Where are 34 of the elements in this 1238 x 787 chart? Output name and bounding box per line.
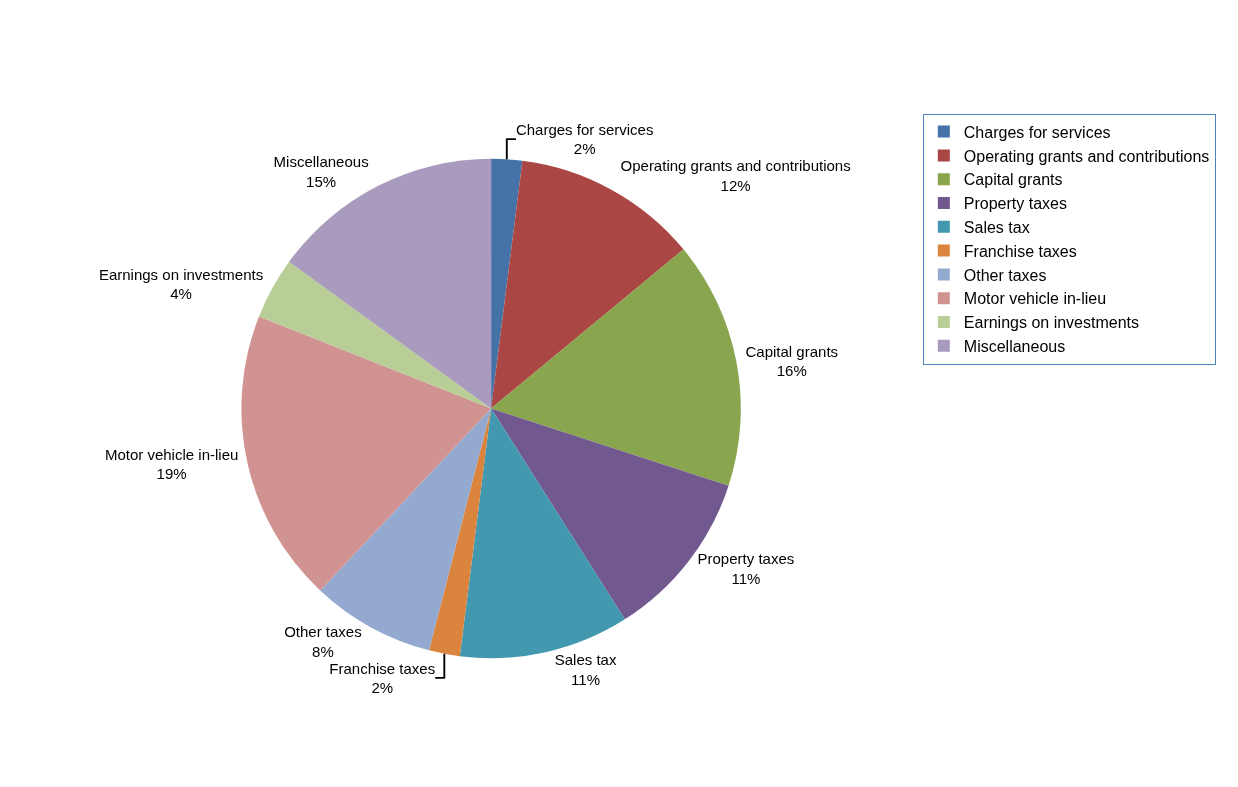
- legend-label: Other taxes: [963, 266, 1047, 284]
- slice-label: Sales tax: [554, 651, 617, 669]
- data-label: 11%: [571, 670, 601, 688]
- slice-label: Charges for services: [515, 120, 654, 138]
- data-label: 19%: [156, 465, 187, 483]
- data-label: 4%: [170, 285, 192, 303]
- data-label: 2%: [371, 679, 394, 697]
- data-label: 8%: [312, 642, 334, 660]
- legend-label: Earnings on investments: [963, 314, 1140, 332]
- slice-label: Franchise taxes: [329, 659, 436, 677]
- slice-label: Capital grants: [745, 342, 839, 360]
- slice-label: Earnings on investments: [98, 265, 264, 283]
- legend-label: Franchise taxes: [963, 242, 1077, 260]
- data-label: 12%: [720, 176, 751, 194]
- slice-label: Miscellaneous: [273, 153, 369, 171]
- pie-slice: [429, 408, 492, 657]
- pie-slice: [241, 316, 492, 591]
- data-label: 16%: [776, 362, 807, 380]
- legend-label: Miscellaneous: [963, 338, 1066, 356]
- data-label: 2%: [573, 140, 596, 158]
- legend-label: Sales tax: [963, 219, 1030, 237]
- legend-label: Operating grants and contributions: [963, 147, 1210, 165]
- slice-label: Property taxes: [697, 550, 795, 568]
- data-label: 11%: [731, 569, 761, 587]
- legend-label: Property taxes: [963, 195, 1067, 213]
- legend-label: Charges for services: [963, 123, 1111, 141]
- data-label: 15%: [306, 172, 337, 190]
- legend-label: Motor vehicle in-lieu: [963, 290, 1107, 308]
- pie-slice: [491, 160, 684, 409]
- legend-label: Capital grants: [963, 171, 1063, 189]
- pie-slice: [491, 249, 741, 486]
- slice-label: Operating grants and contributions: [620, 157, 851, 175]
- slice-label: Other taxes: [284, 623, 362, 641]
- slice-label: Motor vehicle in-lieu: [104, 445, 239, 463]
